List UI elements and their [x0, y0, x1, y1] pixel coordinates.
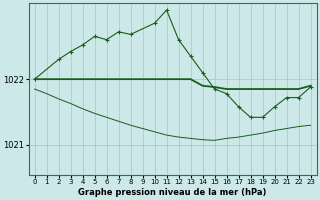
X-axis label: Graphe pression niveau de la mer (hPa): Graphe pression niveau de la mer (hPa)	[78, 188, 267, 197]
